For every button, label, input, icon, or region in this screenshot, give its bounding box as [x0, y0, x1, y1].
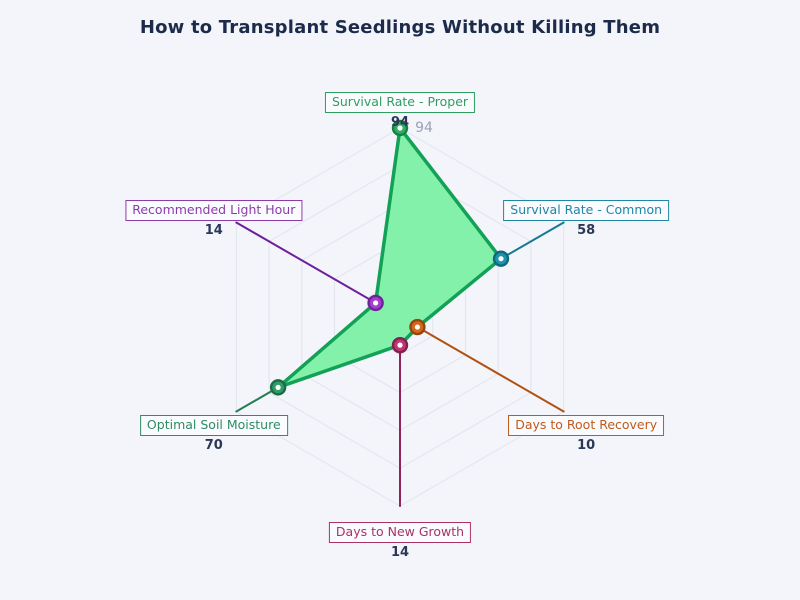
axis-label: Optimal Soil Moisture [139, 414, 288, 436]
axis-label: Days to New Growth [328, 522, 472, 544]
data-point-center-recommended-light-hour [373, 300, 379, 306]
axis-line-days-to-root-recovery [416, 326, 565, 413]
axis-label-group-survival-rate-proper: Survival Rate - Proper 94 [324, 92, 476, 131]
data-point-center-days-to-new-growth [397, 342, 403, 348]
axis-value: 14 [390, 545, 410, 561]
data-point-center-survival-rate-proper [397, 125, 403, 131]
chart-title: How to Transplant Seedlings Without Kill… [139, 17, 661, 38]
axis-line-recommended-light-hour [235, 221, 377, 304]
axis-value: 14 [204, 222, 223, 238]
axis-line-survival-rate-common [499, 221, 565, 260]
axis-value: 94 [390, 115, 410, 131]
axis-label: Survival Rate - Proper [324, 92, 476, 114]
axis-label: Survival Rate - Common [503, 199, 670, 221]
axis-label: Days to Root Recovery [508, 414, 665, 436]
radial-tick-label: 94 [415, 120, 433, 136]
data-point-center-days-to-root-recovery [414, 324, 421, 330]
axis-label: Recommended Light Hour [125, 199, 303, 221]
axis-value: 10 [577, 437, 596, 453]
axis-value: 70 [204, 437, 223, 453]
axis-value: 58 [577, 222, 596, 238]
data-point-center-survival-rate-common [498, 256, 504, 262]
axis-label-group-survival-rate-common: Survival Rate - Common 58 [503, 199, 670, 238]
axis-label-group-recommended-light-hour: Recommended Light Hour 14 [125, 199, 303, 238]
axis-label-group-days-to-root-recovery: Days to Root Recovery 10 [508, 414, 665, 453]
axis-label-group-days-to-new-growth: Days to New Growth 14 [328, 522, 472, 561]
data-point-center-optimal-soil-moisture [275, 384, 281, 390]
axis-label-group-optimal-soil-moisture: Optimal Soil Moisture 70 [139, 414, 288, 453]
